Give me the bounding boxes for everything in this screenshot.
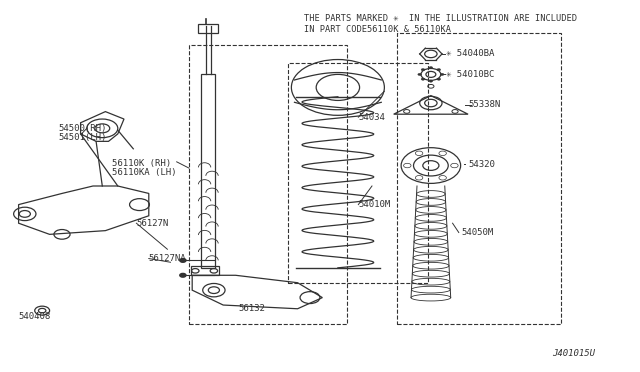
Text: 54010M: 54010M — [358, 200, 390, 209]
Text: THE PARTS MARKED ✳  IN THE ILLUSTRATION ARE INCLUDED: THE PARTS MARKED ✳ IN THE ILLUSTRATION A… — [304, 14, 577, 23]
Circle shape — [418, 73, 422, 76]
Circle shape — [437, 68, 440, 71]
Text: 54050M: 54050M — [462, 228, 494, 237]
Circle shape — [429, 80, 433, 82]
Circle shape — [180, 273, 186, 277]
Text: 54501(LH): 54501(LH) — [59, 133, 108, 142]
Circle shape — [421, 78, 425, 80]
Text: J401015U: J401015U — [552, 349, 595, 358]
Text: 56110KA (LH): 56110KA (LH) — [111, 169, 176, 177]
Bar — [288, 63, 428, 283]
Bar — [397, 33, 561, 324]
Circle shape — [421, 68, 425, 71]
Circle shape — [180, 259, 186, 262]
Text: 540408: 540408 — [19, 312, 51, 321]
Text: IN PART CODE56110K & 56110KA: IN PART CODE56110K & 56110KA — [304, 25, 451, 34]
Text: 55338N: 55338N — [468, 100, 500, 109]
Text: ✳ 54040BA: ✳ 54040BA — [446, 49, 495, 58]
Bar — [191, 266, 220, 275]
Bar — [198, 24, 218, 33]
Bar — [189, 45, 347, 324]
Bar — [202, 74, 215, 268]
Text: 56127NA: 56127NA — [148, 254, 186, 263]
Text: 56132: 56132 — [239, 304, 266, 312]
Circle shape — [437, 78, 440, 80]
Text: 54034: 54034 — [358, 113, 385, 122]
Circle shape — [440, 73, 444, 76]
Text: 54320: 54320 — [468, 160, 495, 169]
Text: 56110K (RH): 56110K (RH) — [111, 159, 171, 168]
Text: 54500(RH): 54500(RH) — [59, 124, 108, 133]
Text: ✳ 54010BC: ✳ 54010BC — [446, 70, 495, 79]
Circle shape — [429, 67, 433, 69]
Text: 56127N: 56127N — [136, 219, 169, 228]
